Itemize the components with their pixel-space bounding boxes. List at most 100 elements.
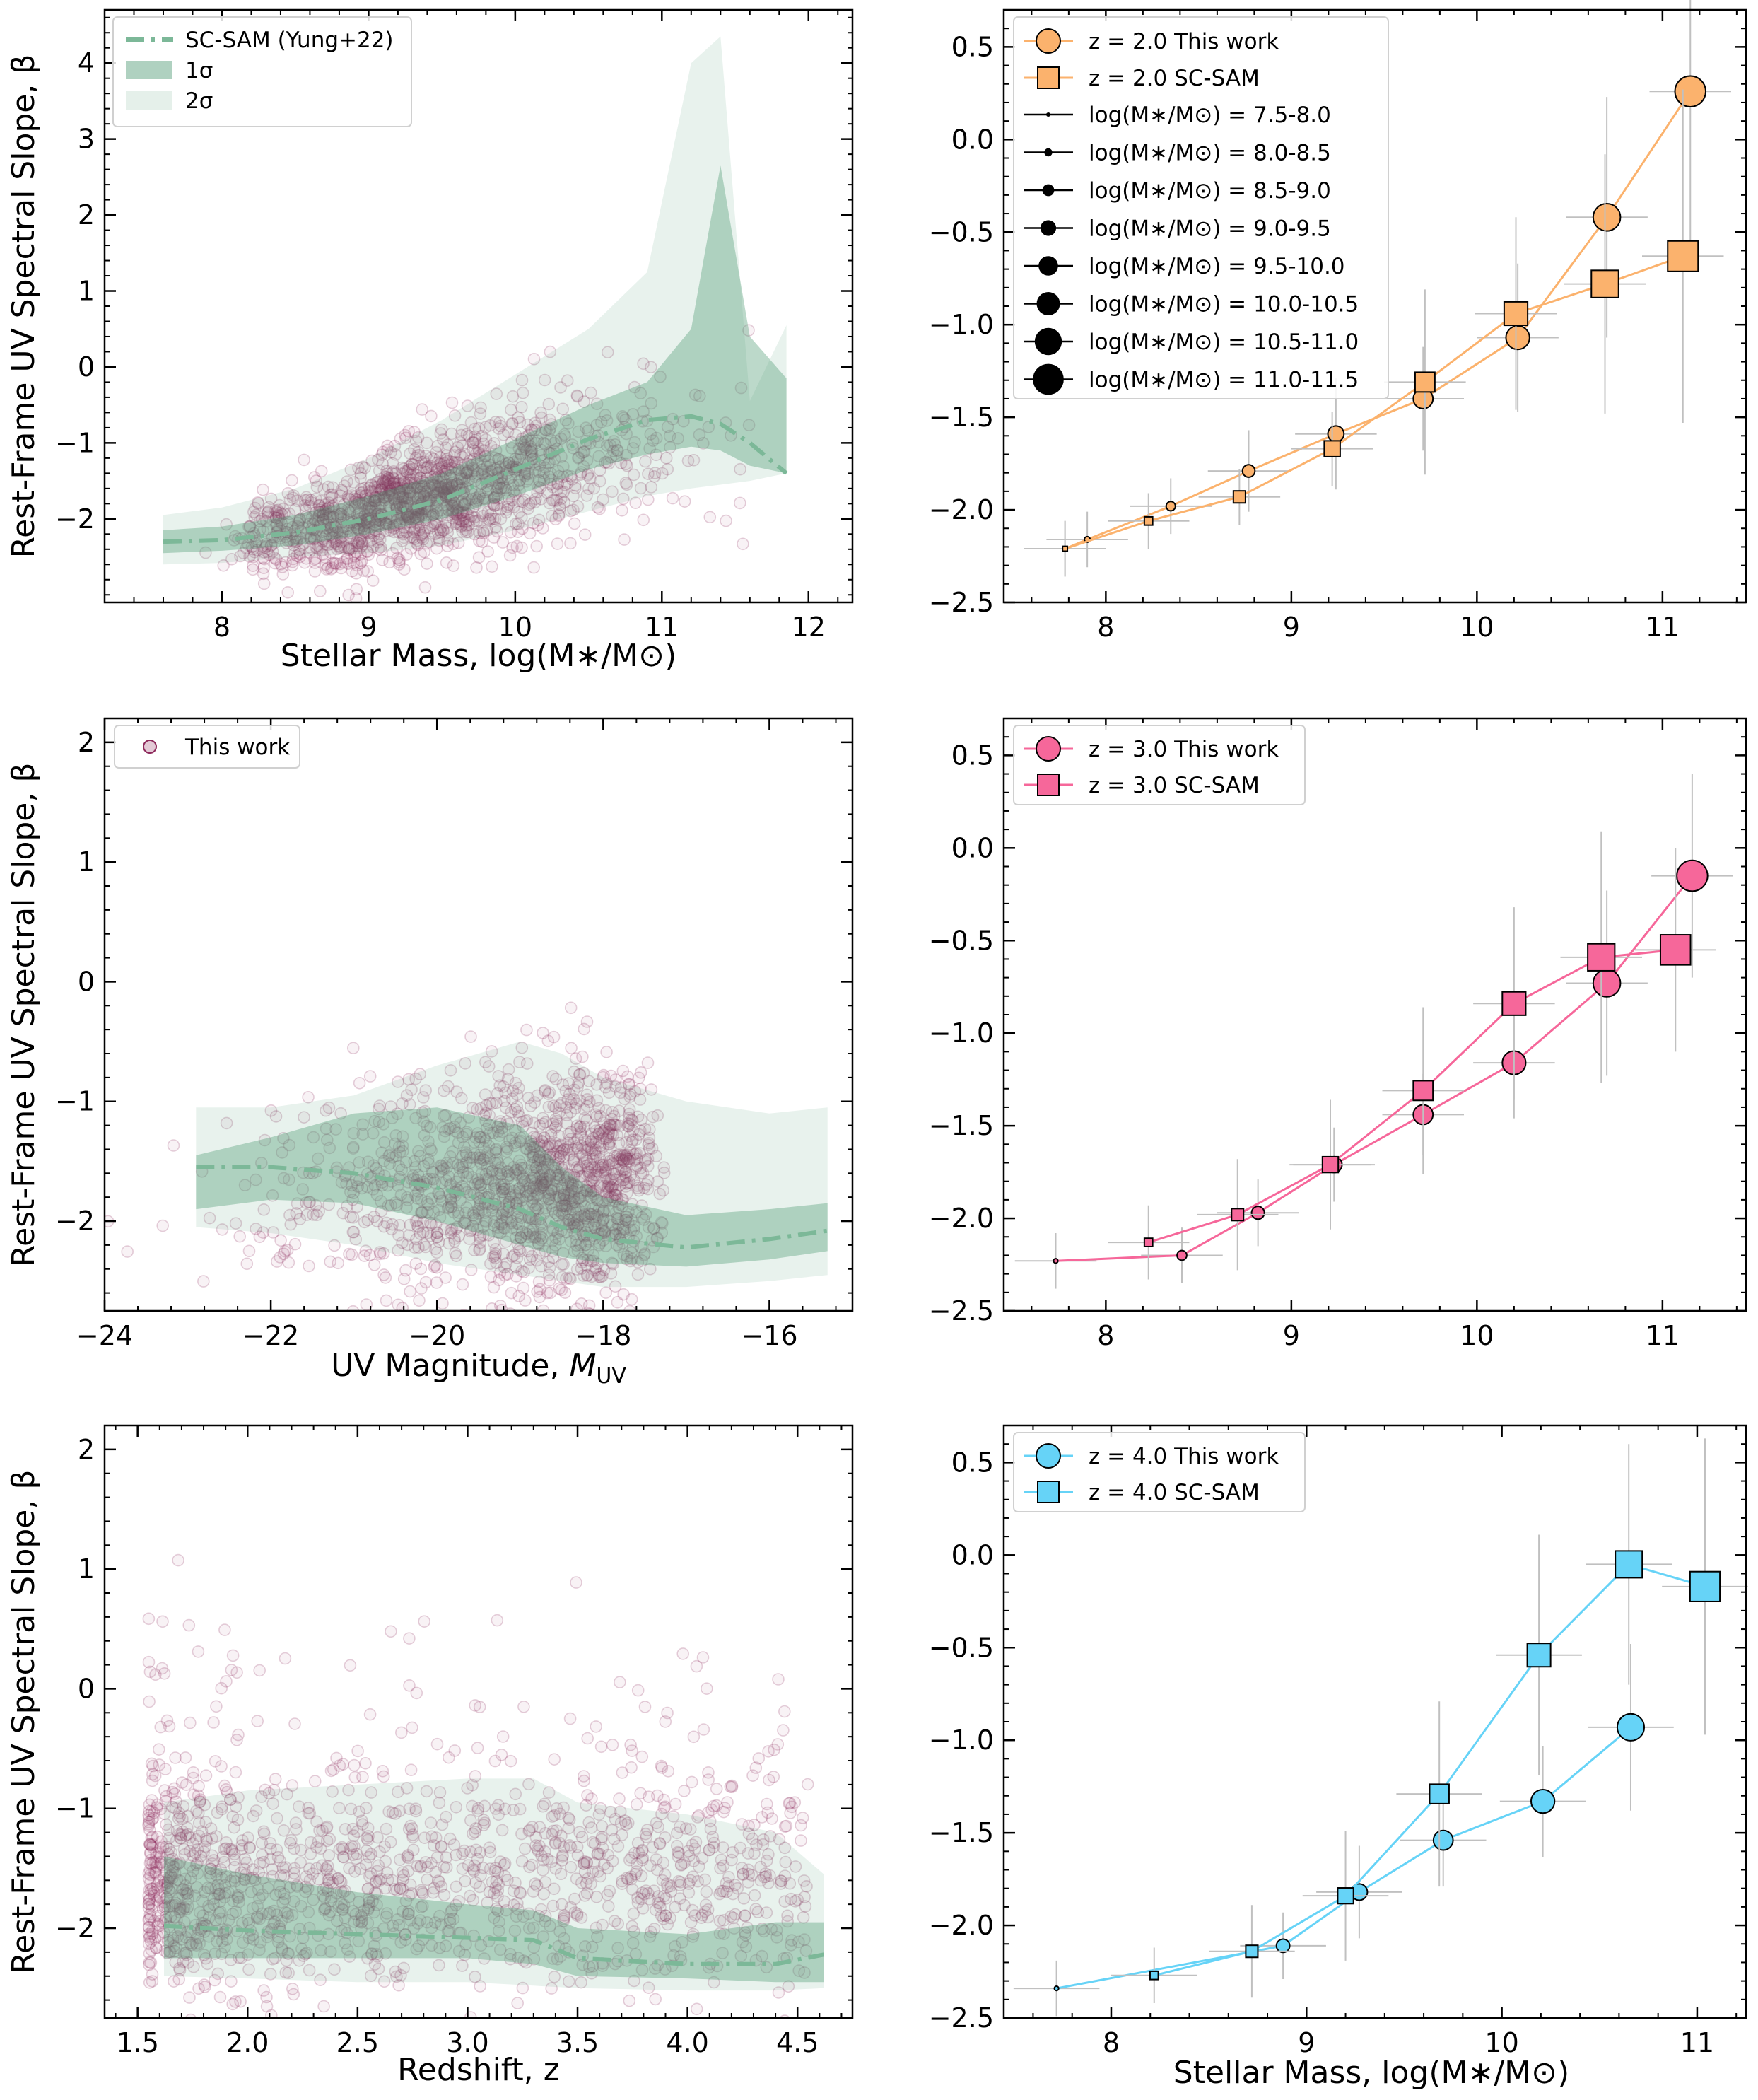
scatter-point	[293, 550, 306, 564]
scatter-point	[467, 515, 481, 528]
scatter-point	[456, 508, 469, 522]
scatter-points	[199, 324, 756, 602]
scatter-point	[410, 482, 423, 495]
scatter-point	[408, 443, 421, 456]
scatter-point	[341, 552, 354, 566]
scatter-point	[288, 1717, 301, 1730]
scatter-point	[488, 1754, 502, 1768]
scatter-point	[336, 525, 349, 538]
scatter-point	[387, 525, 401, 539]
scatter-point	[320, 512, 333, 525]
scatter-point	[319, 551, 332, 564]
scatter-point	[269, 511, 283, 525]
scatter-point	[461, 457, 474, 470]
scatter-point	[343, 542, 356, 555]
scatter-point	[418, 489, 431, 502]
scatter-point	[441, 539, 454, 553]
scatter-point	[299, 503, 312, 516]
scatter-point	[160, 1790, 172, 1803]
scatter-point	[577, 460, 590, 473]
scatter-point	[537, 467, 550, 480]
scatter-point	[697, 1723, 710, 1736]
scatter-point	[436, 471, 450, 484]
scatter-point	[428, 479, 441, 493]
scatter-point	[334, 508, 347, 520]
scatter-point	[641, 493, 655, 506]
scatter-point	[423, 505, 436, 518]
scatter-point	[303, 1259, 315, 1273]
scatter-point	[327, 511, 340, 523]
scatter-point	[356, 537, 369, 551]
scatter-point	[574, 468, 587, 482]
scatter-point	[471, 442, 485, 455]
scatter-point	[502, 456, 515, 469]
scatter-point	[510, 539, 524, 553]
scatter-point	[561, 469, 574, 482]
scatter-point	[354, 483, 368, 496]
scatter-point	[400, 525, 414, 539]
scatter-point	[430, 462, 444, 476]
scatter-point	[286, 520, 299, 534]
scatter-point	[526, 448, 539, 462]
scatter-point	[530, 539, 544, 553]
scatter-point	[431, 456, 444, 469]
scatter-point	[467, 453, 481, 466]
scatter-point	[393, 517, 406, 530]
scatter-point	[445, 480, 459, 494]
scatter-point	[553, 501, 566, 515]
scatter-point	[459, 519, 473, 532]
scatter-point	[369, 491, 382, 504]
scatter-point	[391, 1319, 402, 1331]
scatter-point	[386, 457, 399, 470]
scatter-point	[385, 1625, 397, 1638]
scatter-point	[307, 532, 321, 546]
scatter-point	[308, 553, 321, 566]
scatter-point	[418, 508, 432, 522]
scatter-point	[496, 1730, 510, 1743]
scatter-point	[481, 506, 494, 519]
scatter-point	[488, 437, 500, 450]
scatter-point	[532, 465, 546, 479]
scatter-point	[274, 514, 287, 527]
scatter-point	[642, 467, 655, 481]
scatter-point	[441, 482, 455, 494]
scatter-point	[411, 512, 425, 525]
scatter-point	[420, 465, 433, 479]
scatter-point	[414, 486, 427, 499]
scatter-point	[257, 561, 270, 575]
scatter-point	[255, 513, 269, 526]
scatter-point	[389, 448, 402, 461]
scatter-point	[477, 465, 491, 478]
scatter-point	[213, 1990, 227, 2004]
scatter-point	[286, 555, 299, 568]
scatter-point	[329, 535, 343, 548]
scatter-point	[552, 469, 566, 483]
scatter-point	[445, 455, 459, 469]
scatter-point	[250, 535, 263, 548]
x-tick-label: −22	[242, 1320, 299, 1351]
scatter-point	[408, 532, 421, 545]
scatter-point	[418, 479, 430, 493]
scatter-point	[656, 467, 669, 480]
y-tick-label: −1	[55, 1793, 95, 1824]
scatter-point	[332, 509, 344, 523]
scatter-point	[369, 484, 382, 497]
scatter-point	[659, 1715, 672, 1728]
scatter-point	[402, 512, 416, 525]
scatter-point	[476, 462, 490, 476]
scatter-point	[628, 436, 641, 449]
scatter-point	[456, 1278, 469, 1291]
scatter-point	[435, 423, 448, 436]
scatter-point	[422, 505, 435, 518]
scatter-point	[392, 482, 404, 495]
scatter-point	[404, 530, 417, 544]
scatter-point	[468, 430, 481, 443]
scatter-point	[142, 1612, 156, 1626]
scatter-point	[484, 465, 498, 478]
scatter-point	[678, 495, 691, 508]
scatter-point	[551, 537, 564, 550]
scatter-point	[358, 489, 372, 502]
scatter-point	[474, 488, 487, 501]
x-axis-label: Redshift, z	[397, 2052, 560, 2088]
scatter-point	[348, 495, 361, 508]
